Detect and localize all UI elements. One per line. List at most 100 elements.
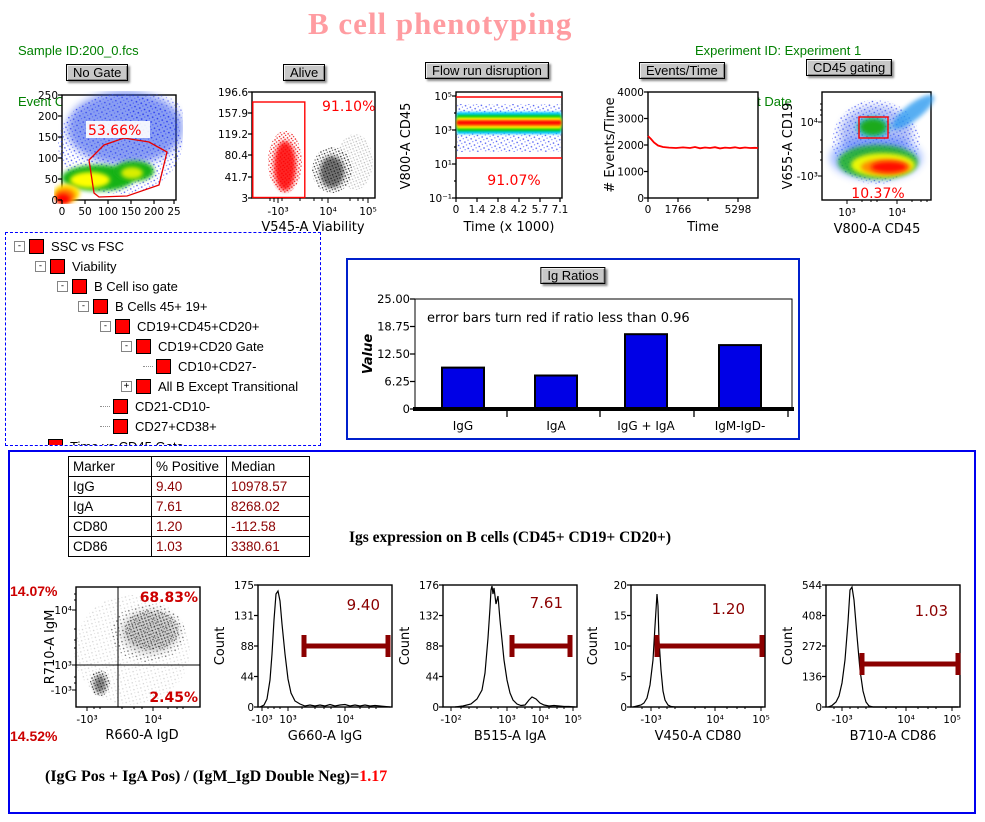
plot-hist-iga: Count 7.61 176 132 88 44 0 -10² 10³ 10⁴ … bbox=[398, 580, 582, 744]
tree-expand-toggle[interactable]: - bbox=[35, 260, 46, 272]
tree-connector bbox=[35, 446, 45, 447]
plot-cd45-gating: V655-A CD19 10.37% 10⁴ -10³ 10³ 10⁴ V800… bbox=[781, 91, 935, 237]
tick-label: 150 bbox=[38, 132, 58, 144]
plot-events-time: # Events/Time 4000 3000 2000 1000 0 0 17… bbox=[603, 87, 759, 235]
tick-label: 132 bbox=[419, 611, 439, 623]
col-header: Median bbox=[226, 456, 310, 477]
tree-expand-toggle[interactable]: - bbox=[121, 340, 132, 352]
x-axis: -10³ 10⁴ R660-A IgD bbox=[76, 707, 184, 743]
events-line bbox=[647, 135, 759, 150]
tree-item[interactable]: + All B Except Transitional bbox=[121, 377, 298, 395]
tree-item[interactable]: - CD19+CD20 Gate bbox=[121, 337, 264, 355]
x-axis-label: R660-A IgD bbox=[105, 728, 178, 743]
tick-label: 176 bbox=[419, 580, 439, 592]
tick-label: 10³ bbox=[434, 125, 452, 137]
gate-button-cd45[interactable]: CD45 gating bbox=[806, 59, 893, 76]
tick-label: 0 bbox=[453, 204, 460, 216]
tick-label: 0 bbox=[432, 702, 439, 714]
tree-item[interactable]: - CD19+CD45+CD20+ bbox=[100, 317, 259, 335]
range-gate[interactable] bbox=[859, 653, 961, 675]
tick-label: 10⁴ bbox=[54, 605, 72, 617]
gate-button-events[interactable]: Events/Time bbox=[639, 62, 725, 79]
formula-value: 1.17 bbox=[359, 768, 388, 785]
x-axis: -10³ 10⁴ 10⁵ B710-A CD86 bbox=[831, 707, 961, 744]
tree-item[interactable]: - Viability bbox=[35, 257, 117, 275]
percent-positive-value: 1.20 bbox=[712, 600, 745, 618]
gate-button-alive[interactable]: Alive bbox=[283, 64, 326, 81]
gate-button-flow[interactable]: Flow run disruption bbox=[425, 62, 549, 79]
tick-label: 88 bbox=[426, 641, 439, 653]
y-axis-label: V800-A CD45 bbox=[399, 103, 414, 190]
bar-iga[interactable] bbox=[534, 374, 578, 410]
rect-gate[interactable] bbox=[858, 116, 889, 139]
gate-percent: 91.10% bbox=[322, 99, 375, 115]
plot-hist-cd86: Count 1.03 544 408 272 136 0 -10³ 10⁴ 10… bbox=[781, 580, 961, 744]
tree-expand-toggle[interactable]: + bbox=[121, 380, 132, 392]
category-label: IgG + IgA bbox=[617, 419, 675, 433]
ig-ratios-chart: Value 25.00 18.75 12.50 6.25 0 error bar… bbox=[361, 292, 794, 433]
y-axis: 544 408 272 136 0 bbox=[802, 580, 826, 714]
gate-color-swatch bbox=[29, 238, 44, 254]
bars bbox=[441, 333, 762, 410]
range-gate[interactable] bbox=[509, 635, 573, 657]
tick-label: -10³ bbox=[797, 171, 818, 183]
tick-label: -10³ bbox=[251, 714, 272, 726]
table-row: CD86 1.03 3380.61 bbox=[68, 536, 310, 557]
bar-igm-igd[interactable] bbox=[718, 344, 762, 410]
tick-label: 10⁻¹ bbox=[429, 193, 452, 205]
tree-expand-toggle[interactable]: - bbox=[14, 240, 25, 252]
tree-item[interactable]: - SSC vs FSC bbox=[14, 237, 124, 255]
tree-item[interactable]: Time vs CD45 Gate bbox=[35, 437, 184, 447]
y-axis-label: Count bbox=[398, 627, 413, 666]
tick-label: 196.6 bbox=[218, 87, 248, 99]
range-gate[interactable] bbox=[301, 635, 391, 657]
tick-label: 10⁴ bbox=[800, 117, 818, 129]
quadrant-percent-lower-right: 2.45% bbox=[149, 690, 198, 706]
tick-label: 5 bbox=[620, 672, 627, 684]
tree-item[interactable]: -B Cells 45+ 19+ bbox=[78, 297, 208, 315]
tick-label: 20 bbox=[614, 580, 627, 592]
polygon-gate[interactable] bbox=[89, 138, 167, 197]
y-axis: 10⁴ 10³ -10³ bbox=[51, 593, 76, 697]
category-label: IgG bbox=[453, 419, 473, 433]
plot-hist-cd80: Count 1.20 20 15 10 5 0 -10³ 10⁴ 10⁵ V45… bbox=[586, 580, 770, 744]
tree-item[interactable]: CD10+CD27- bbox=[143, 357, 256, 375]
plot-igm-igd-quadrant: R710-A IgM 68.83% 2.45% 10⁴ 10³ -10³ -10… bbox=[43, 586, 201, 743]
tree-expand-toggle[interactable]: - bbox=[57, 280, 68, 292]
tree-item[interactable]: -B Cell iso gate bbox=[57, 277, 178, 295]
bar-igg[interactable] bbox=[441, 366, 485, 410]
tick-label: 5.7 bbox=[532, 204, 549, 216]
tick-label: 119.2 bbox=[218, 129, 248, 141]
gate-button-no-gate[interactable]: No Gate bbox=[66, 64, 129, 81]
range-gate[interactable] bbox=[654, 635, 765, 657]
ig-ratios-button[interactable]: Ig Ratios bbox=[540, 267, 606, 284]
rect-gate[interactable] bbox=[252, 101, 306, 199]
histogram-curve bbox=[454, 585, 576, 708]
y-axis: 10⁴ -10³ bbox=[797, 103, 822, 183]
percent-positive-value: 7.61 bbox=[530, 594, 563, 612]
tick-label: 1000 bbox=[617, 167, 644, 179]
tick-label: 44 bbox=[426, 672, 440, 684]
tick-label: 3 bbox=[241, 193, 248, 205]
x-axis: 0 50 100 150 200 25 bbox=[59, 200, 181, 218]
x-axis-label: G660-A IgG bbox=[288, 729, 362, 744]
x-axis-label: V450-A CD80 bbox=[655, 729, 742, 744]
tick-label: 544 bbox=[802, 580, 822, 592]
tree-expand-toggle[interactable]: - bbox=[100, 320, 111, 332]
gate-percent: 53.66% bbox=[88, 123, 141, 139]
y-axis: 250 200 150 100 50 0 bbox=[38, 90, 62, 207]
y-axis-label: Count bbox=[781, 627, 796, 666]
gate-color-swatch bbox=[50, 258, 65, 274]
tree-item[interactable]: CD27+CD38+ bbox=[100, 417, 217, 435]
category-label: IgM-IgD- bbox=[715, 419, 766, 433]
tick-label: 150 bbox=[121, 206, 141, 218]
bar-igg-iga[interactable] bbox=[624, 333, 668, 410]
x-axis: 0 1766 5298 Time bbox=[645, 198, 751, 235]
tick-label: 6.25 bbox=[384, 375, 410, 389]
y-axis-label: Value bbox=[361, 334, 376, 375]
quadrant-crosshair[interactable] bbox=[76, 587, 200, 707]
tree-item[interactable]: CD21-CD10- bbox=[100, 397, 210, 415]
tree-expand-toggle[interactable]: - bbox=[78, 300, 89, 312]
plot-flow-disruption: V800-A CD45 91.07% 10⁵ 10³ 10¹ 10⁻¹ 0 1.… bbox=[399, 91, 568, 235]
tick-label: 10³ bbox=[54, 660, 72, 672]
